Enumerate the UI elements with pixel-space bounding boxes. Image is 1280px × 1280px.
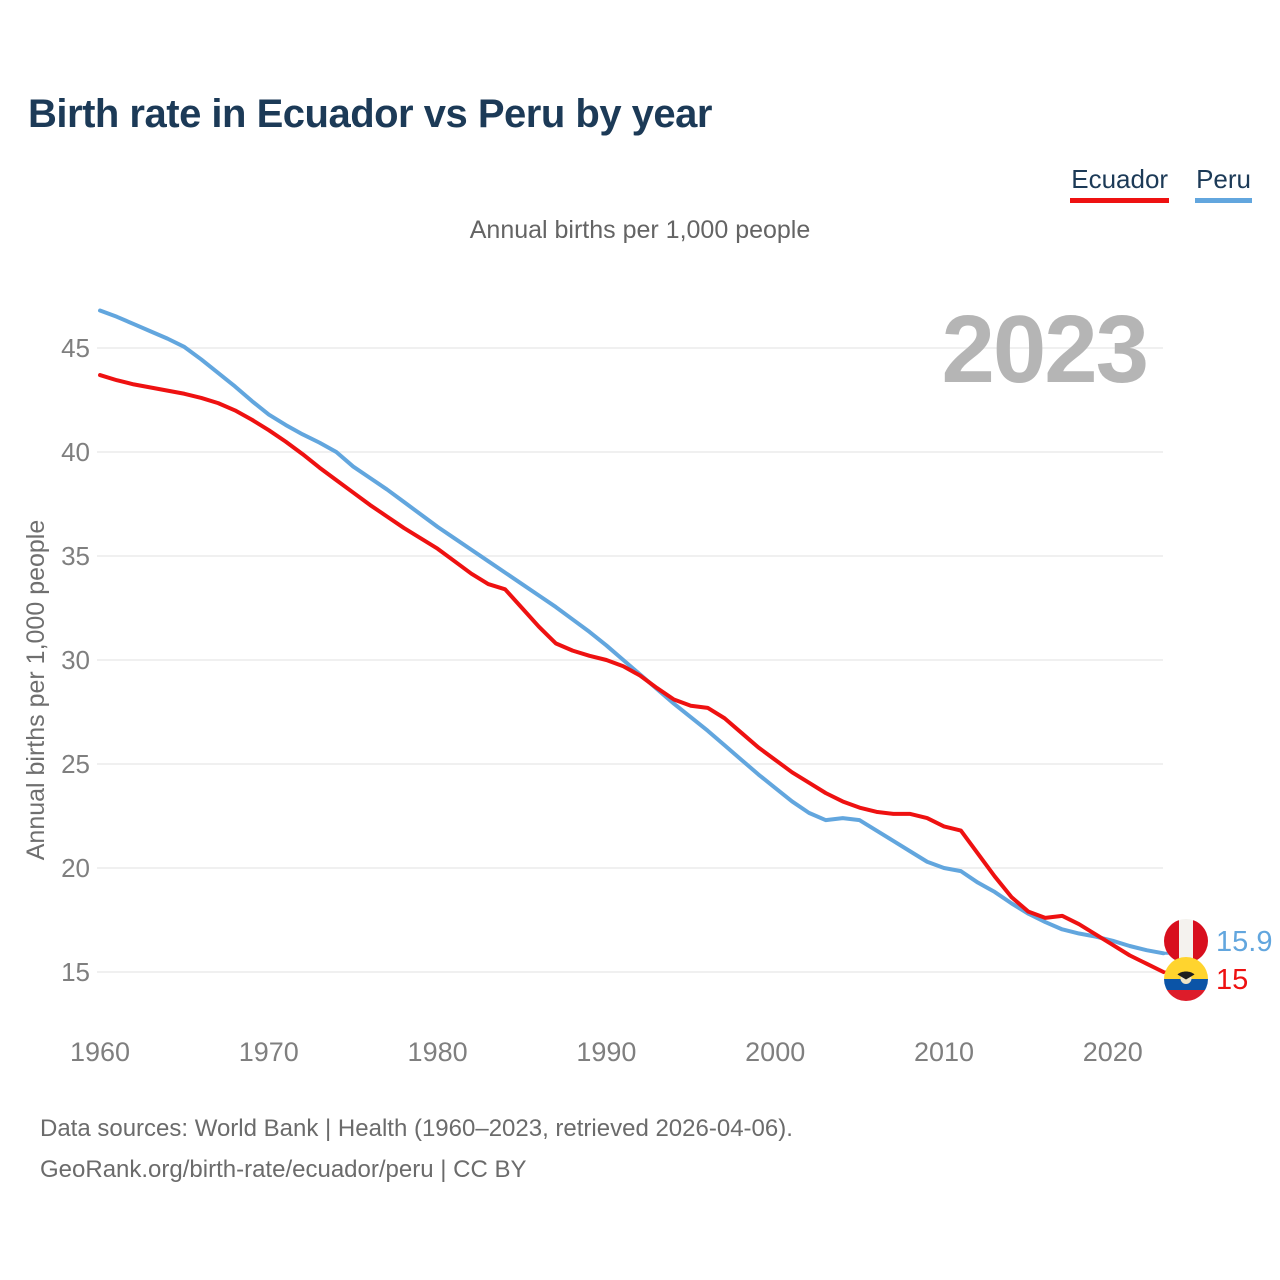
y-tick-label: 15 [61, 957, 90, 987]
footer-line-2: GeoRank.org/birth-rate/ecuador/peru | CC… [40, 1156, 527, 1183]
y-axis-ticks: 15 20 25 30 35 40 45 [61, 333, 90, 987]
y-tick-label: 30 [61, 645, 90, 675]
y-tick-label: 40 [61, 437, 90, 467]
peru-flag-icon [1164, 919, 1208, 963]
legend-item-peru[interactable]: Peru [1195, 164, 1252, 203]
x-tick-label: 2010 [914, 1037, 974, 1067]
y-tick-label: 35 [61, 541, 90, 571]
y-tick-label: 45 [61, 333, 90, 363]
x-tick-label: 1990 [576, 1037, 636, 1067]
chart-subtitle: Annual births per 1,000 people [469, 216, 811, 244]
footer-line-1: Data sources: World Bank | Health (1960–… [40, 1115, 793, 1142]
data-lines [98, 308, 1166, 974]
x-tick-label: 1960 [70, 1037, 130, 1067]
gridlines [97, 347, 1163, 973]
x-tick-label: 2000 [745, 1037, 805, 1067]
y-tick-label: 25 [61, 749, 90, 779]
footer: Data sources: World Bank | Health (1960–… [40, 1108, 793, 1190]
y-axis-title: Annual births per 1,000 people [22, 520, 50, 861]
ecuador-flag-icon [1164, 957, 1208, 1001]
legend-item-ecuador[interactable]: Ecuador [1070, 164, 1170, 203]
ecuador-line [98, 373, 1166, 974]
page-title: Birth rate in Ecuador vs Peru by year [28, 92, 712, 136]
ecuador-end-value: 15 [1216, 964, 1248, 996]
y-tick-label: 20 [61, 853, 90, 883]
watermark-year: 2023 [941, 296, 1147, 403]
x-axis-ticks: 1960 1970 1980 1990 2000 2010 2020 [70, 1037, 1143, 1067]
x-tick-label: 1980 [408, 1037, 468, 1067]
peru-end-value: 15.9 [1216, 926, 1272, 958]
x-tick-label: 2020 [1083, 1037, 1143, 1067]
peru-line [98, 308, 1166, 956]
legend: Ecuador Peru [1070, 164, 1252, 203]
x-tick-label: 1970 [239, 1037, 299, 1067]
